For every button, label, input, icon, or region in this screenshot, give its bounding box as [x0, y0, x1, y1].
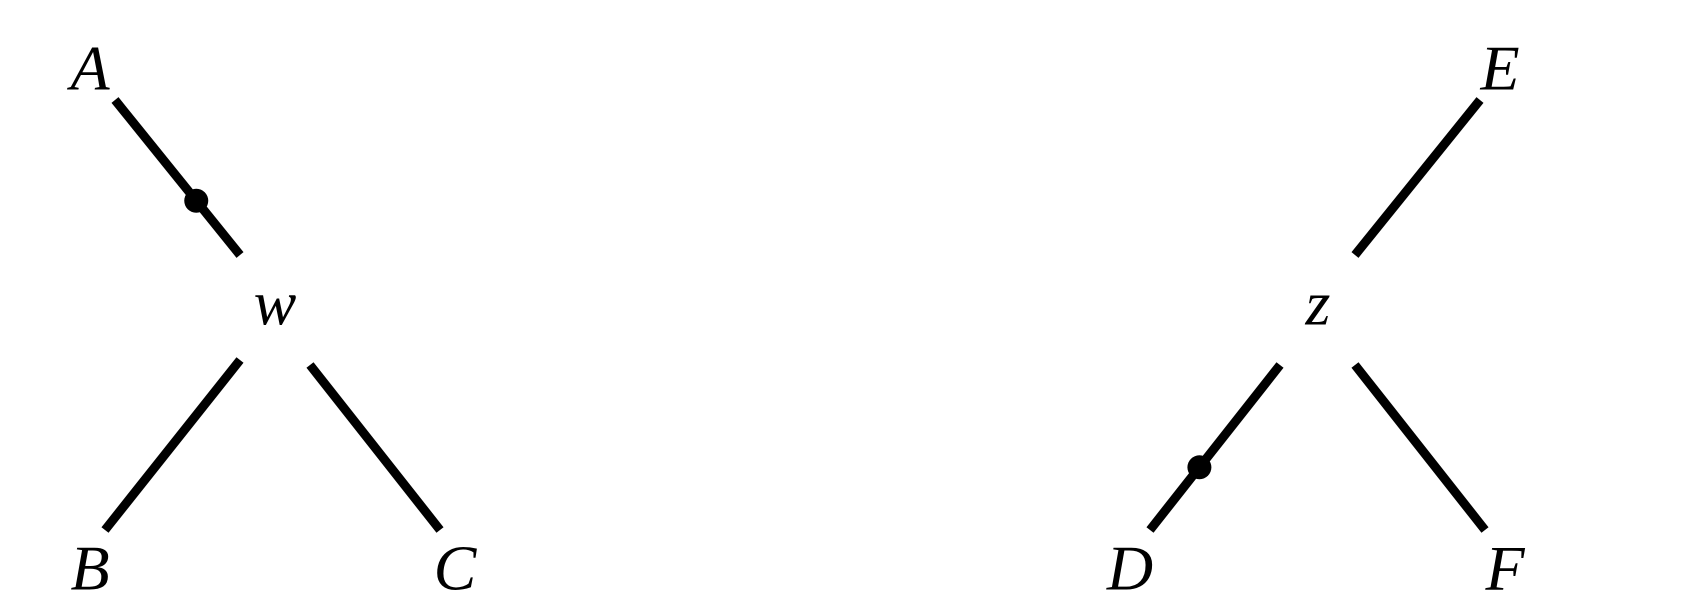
leaf-label-E: E [1479, 33, 1519, 104]
edge [1355, 365, 1485, 530]
edge-dot [1187, 455, 1211, 479]
edge [1355, 100, 1480, 255]
leaf-label-C: C [434, 533, 478, 604]
edge-dot [184, 189, 208, 213]
leaf-label-F: F [1484, 533, 1525, 604]
edge [310, 365, 440, 530]
center-label-z: z [1305, 268, 1331, 339]
center-label-w: w [254, 268, 297, 339]
leaf-label-A: A [66, 33, 110, 104]
graph-left: A B Cw [66, 33, 477, 604]
graph-right: E D Fz [1106, 33, 1526, 604]
edge [105, 360, 240, 530]
edge [1150, 365, 1280, 530]
leaf-label-D: D [1106, 533, 1153, 604]
diagram-canvas: A B Cw E D Fz [0, 0, 1687, 614]
leaf-label-B: B [70, 533, 109, 604]
edge [115, 100, 240, 255]
